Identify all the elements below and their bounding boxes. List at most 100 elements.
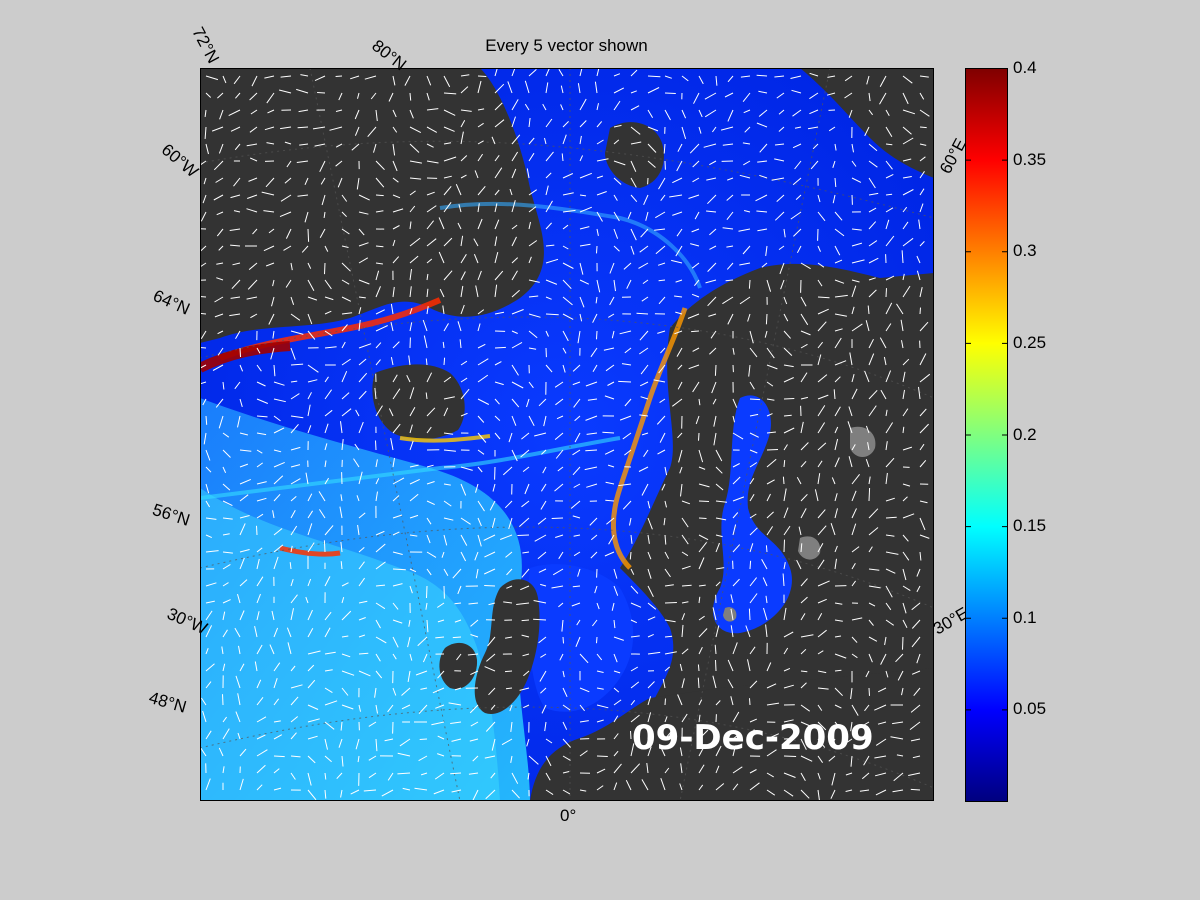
velocity-vector xyxy=(868,289,877,298)
velocity-vector xyxy=(715,449,723,462)
velocity-vector xyxy=(443,185,452,196)
velocity-vector xyxy=(230,244,241,247)
velocity-vector xyxy=(732,347,735,355)
velocity-vector xyxy=(766,431,776,434)
velocity-vector xyxy=(205,483,210,494)
velocity-vector xyxy=(902,513,915,519)
velocity-vector xyxy=(830,789,836,799)
velocity-vector xyxy=(222,599,231,604)
velocity-vector xyxy=(392,514,403,519)
velocity-vector xyxy=(675,245,683,257)
velocity-vector xyxy=(596,279,601,293)
colorbar-tick-label: 0.35 xyxy=(1013,149,1047,169)
greenland-land xyxy=(200,68,544,343)
velocity-vector xyxy=(726,211,734,221)
velocity-vector xyxy=(485,789,496,800)
velocity-vector xyxy=(704,92,717,100)
velocity-vector xyxy=(897,670,904,681)
velocity-vector xyxy=(494,236,498,247)
velocity-vector xyxy=(443,407,449,417)
velocity-vector xyxy=(608,313,615,318)
velocity-vector xyxy=(712,607,717,621)
velocity-vector xyxy=(630,763,641,774)
velocity-vector xyxy=(742,92,751,103)
velocity-vector xyxy=(397,752,411,757)
velocity-vector xyxy=(800,789,810,799)
velocity-vector xyxy=(460,120,466,128)
velocity-vector xyxy=(408,619,411,627)
velocity-vector xyxy=(324,310,332,315)
velocity-vector xyxy=(409,514,419,519)
velocity-vector xyxy=(443,109,456,116)
velocity-vector xyxy=(467,653,479,656)
velocity-vector xyxy=(596,228,599,236)
velocity-vector xyxy=(392,208,404,213)
velocity-vector xyxy=(834,653,847,659)
velocity-vector xyxy=(552,568,564,576)
velocity-vector xyxy=(794,160,802,170)
velocity-vector xyxy=(324,721,335,730)
velocity-vector xyxy=(454,602,462,605)
velocity-vector xyxy=(441,551,445,558)
velocity-vector xyxy=(724,92,734,98)
velocity-vector xyxy=(477,466,483,473)
velocity-vector xyxy=(800,772,806,782)
velocity-vector xyxy=(732,432,744,440)
velocity-vector xyxy=(390,357,394,366)
velocity-vector xyxy=(647,500,651,509)
velocity-vector xyxy=(545,789,554,796)
velocity-vector xyxy=(230,194,241,199)
velocity-vector xyxy=(354,109,360,120)
velocity-vector xyxy=(715,500,728,503)
velocity-vector xyxy=(896,303,904,315)
velocity-vector xyxy=(657,262,666,266)
velocity-vector xyxy=(834,245,841,256)
velocity-vector xyxy=(831,738,836,745)
velocity-vector xyxy=(426,619,429,633)
velocity-vector xyxy=(851,323,863,332)
velocity-vector xyxy=(709,160,717,166)
velocity-vector xyxy=(885,323,892,332)
velocity-vector xyxy=(554,432,564,440)
velocity-vector xyxy=(200,347,207,349)
velocity-vector xyxy=(693,92,700,104)
velocity-vector xyxy=(545,772,551,781)
velocity-vector xyxy=(307,364,319,373)
velocity-vector xyxy=(420,687,428,690)
velocity-vector xyxy=(470,634,479,638)
velocity-vector xyxy=(477,309,485,315)
velocity-vector xyxy=(919,143,927,146)
velocity-vector xyxy=(472,789,479,801)
velocity-vector xyxy=(216,228,224,237)
velocity-vector xyxy=(902,158,912,162)
velocity-vector xyxy=(613,100,621,111)
velocity-vector xyxy=(485,721,496,732)
velocity-vector xyxy=(562,364,566,373)
velocity-vector xyxy=(273,734,283,740)
velocity-vector xyxy=(732,732,741,740)
velocity-vector xyxy=(679,466,683,474)
velocity-vector xyxy=(490,772,496,779)
velocity-vector xyxy=(314,143,326,147)
velocity-vector xyxy=(679,747,683,757)
velocity-vector xyxy=(555,449,564,459)
velocity-vector xyxy=(698,699,703,706)
velocity-vector xyxy=(505,551,513,558)
velocity-vector xyxy=(868,619,874,626)
velocity-vector xyxy=(749,478,755,485)
velocity-vector xyxy=(868,546,873,553)
velocity-vector xyxy=(358,257,369,264)
velocity-vector xyxy=(239,549,250,553)
velocity-vector xyxy=(834,337,842,349)
velocity-vector xyxy=(911,602,921,611)
velocity-vector xyxy=(630,699,636,706)
velocity-vector xyxy=(613,653,618,663)
velocity-vector xyxy=(341,262,351,272)
velocity-vector xyxy=(698,729,709,740)
velocity-vector xyxy=(688,364,700,370)
velocity-vector xyxy=(494,219,500,230)
velocity-vector xyxy=(375,491,378,502)
velocity-vector xyxy=(726,194,734,201)
velocity-vector xyxy=(509,188,513,196)
velocity-vector xyxy=(800,721,813,728)
